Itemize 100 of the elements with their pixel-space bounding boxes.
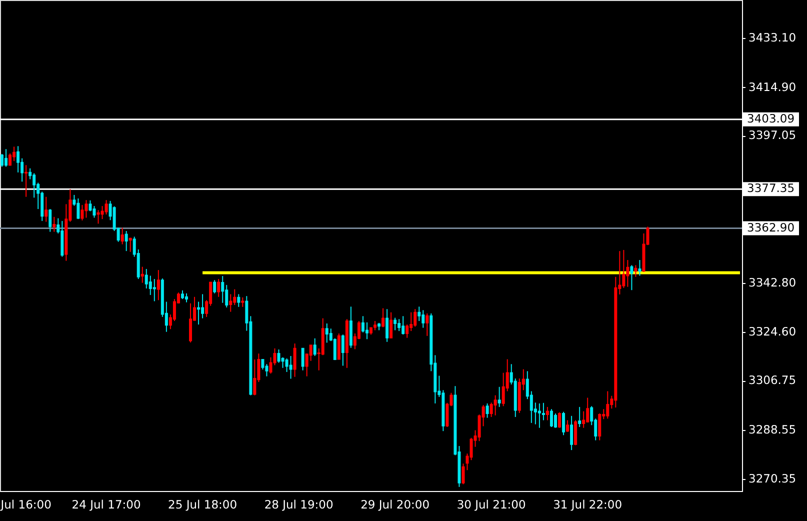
- x-tick-label: 28 Jul 19:00: [264, 498, 334, 512]
- candlestick: [546, 406, 549, 421]
- candlestick: [52, 216, 56, 232]
- candlestick: [277, 348, 280, 364]
- candlestick: [313, 338, 316, 356]
- candlestick: [538, 402, 541, 428]
- candlestick: [337, 332, 340, 360]
- candlestick: [558, 412, 562, 428]
- ref-line-label: 3377.35: [747, 181, 795, 196]
- candlestick: [253, 359, 256, 396]
- candlestick: [293, 343, 296, 378]
- candlestick: [470, 437, 473, 461]
- candlestick: [426, 312, 429, 336]
- candlestick: [281, 356, 284, 368]
- y-tick-label: 3324.60: [748, 324, 796, 339]
- candlestick: [382, 308, 385, 328]
- candlestick: [8, 152, 12, 166]
- candlestick: [550, 408, 553, 428]
- candlestick: [152, 278, 156, 302]
- candlestick: [586, 397, 590, 423]
- candlestick: [394, 317, 397, 331]
- candlestick: [12, 146, 16, 162]
- candlestick: [24, 164, 28, 198]
- candlestick: [301, 348, 304, 371]
- candlestick: [341, 334, 344, 366]
- candlestick: [229, 294, 232, 312]
- candlestick: [490, 402, 493, 418]
- candlestick: [213, 280, 216, 294]
- candlestick: [148, 275, 152, 296]
- candlestick: [390, 312, 393, 338]
- candlestick: [96, 210, 100, 224]
- candlestick: [233, 288, 236, 306]
- candlestick: [418, 306, 421, 322]
- candlestick: [494, 394, 497, 416]
- x-tick-label: 25 Jul 18:00: [168, 498, 238, 512]
- candlestick: [402, 316, 405, 336]
- x-tick-label: Jul 16:00: [0, 498, 52, 512]
- candlestick: [0, 153, 4, 168]
- candlestick: [88, 200, 92, 212]
- candlestick: [626, 260, 630, 288]
- candlestick: [217, 278, 220, 298]
- candlestick: [48, 208, 52, 232]
- ref-line-label: 3403.09: [747, 111, 795, 126]
- candlestick: [44, 196, 48, 222]
- candlestick: [606, 390, 610, 420]
- candlestick: [542, 402, 545, 421]
- y-tick-label: 3288.55: [748, 422, 796, 436]
- candlestick: [241, 296, 244, 308]
- candlestick: [201, 294, 204, 319]
- candlestick: [144, 268, 148, 289]
- candlestick: [365, 322, 368, 340]
- candlestick: [422, 310, 425, 328]
- candlestick: [570, 415, 574, 451]
- candlestick: [92, 206, 96, 218]
- y-tick-label: 3433.10: [748, 30, 796, 44]
- candlestick: [124, 230, 128, 252]
- x-tick-label: 29 Jul 20:00: [360, 498, 430, 512]
- candlestick: [562, 411, 566, 436]
- candlestick: [4, 148, 8, 168]
- x-tick-label: 24 Jul 17:00: [72, 498, 141, 512]
- candlestick: [554, 412, 557, 428]
- y-tick-label: 3342.80: [748, 275, 796, 290]
- candlestick: [120, 227, 124, 245]
- candlestick: [574, 420, 578, 446]
- candlestick: [76, 198, 80, 220]
- candlestick: [269, 356, 272, 374]
- candlestick: [630, 264, 634, 291]
- candlestick: [325, 322, 328, 344]
- candlestick: [374, 320, 377, 331]
- candlestick: [566, 420, 570, 432]
- candlestick: [225, 284, 228, 308]
- y-tick-label: 3397.05: [748, 128, 796, 142]
- candlestick: [486, 402, 489, 418]
- candlestick: [414, 308, 417, 328]
- candlestick: [502, 372, 505, 407]
- ref-line-label: 3362.90: [747, 220, 795, 234]
- candlestick: [406, 324, 409, 338]
- candlestick: [104, 200, 108, 215]
- candlestick: [261, 359, 264, 370]
- candlestick: [361, 316, 364, 333]
- candlestick: [386, 308, 389, 342]
- candlestick: [498, 386, 501, 408]
- candlestick: [32, 172, 36, 198]
- candlestick: [100, 206, 104, 220]
- candlestick: [140, 266, 144, 284]
- candlestick: [598, 412, 602, 441]
- candlestick: [237, 294, 240, 308]
- candlestick: [16, 146, 20, 173]
- candlestick: [84, 200, 88, 218]
- y-tick-label: 3270.35: [748, 472, 796, 486]
- candlestick: [80, 204, 84, 221]
- x-tick-label: 30 Jul 21:00: [456, 498, 526, 512]
- candlestick: [410, 312, 413, 332]
- candlestick: [398, 318, 401, 332]
- candlestick: [638, 260, 642, 276]
- candlestick: [197, 301, 200, 326]
- candlestick: [462, 463, 465, 485]
- candlestick: [221, 276, 224, 304]
- candlestick: [582, 410, 586, 428]
- y-tick-label: 3414.90: [748, 80, 796, 94]
